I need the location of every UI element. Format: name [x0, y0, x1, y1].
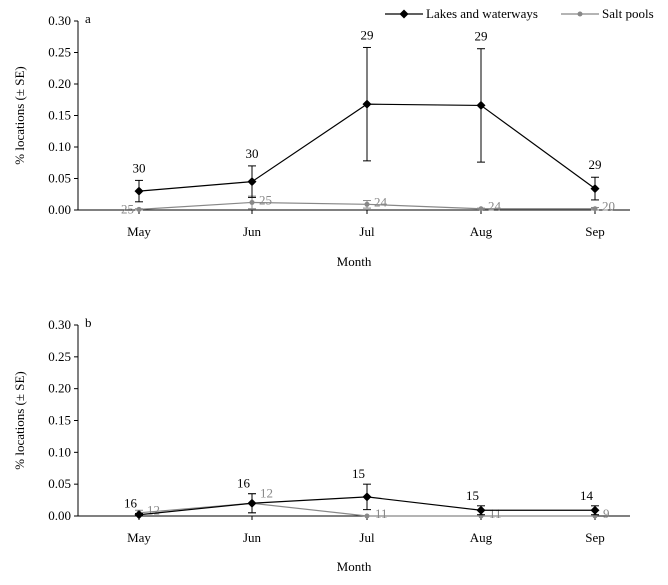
data-point — [134, 186, 144, 196]
chart-legend: Lakes and waterways Salt pools — [385, 6, 654, 21]
y-tick-label: 0.25 — [48, 45, 71, 60]
sample-size-label: 24 — [488, 199, 502, 214]
x-tick-label: Jun — [243, 530, 262, 545]
sample-size-label: 11 — [375, 506, 388, 521]
chart-panel-a: 0.00 0.05 0.10 0.15 0.20 0.25 0.30 May Jun Jul Aug… — [12, 11, 630, 269]
sample-size-label: 16 — [237, 476, 251, 491]
sample-size-label: 29 — [589, 157, 602, 172]
data-point — [247, 177, 257, 187]
sample-size-label: 9 — [603, 506, 610, 521]
y-tick-label: 0.05 — [48, 476, 71, 491]
y-tick-label: 0.00 — [48, 202, 71, 217]
y-tick-label: 0.25 — [48, 349, 71, 364]
panel-label: b — [85, 315, 92, 330]
y-axis-title: % locations (± SE) — [12, 371, 27, 469]
x-axis-title: Month — [337, 254, 372, 269]
legend-marker — [399, 9, 409, 19]
data-point — [134, 510, 144, 520]
data-point — [136, 206, 142, 212]
sample-size-label: 15 — [466, 488, 479, 503]
y-tick-label: 0.30 — [48, 13, 71, 28]
x-tick-label: Jun — [243, 224, 262, 239]
y-tick-label: 0.05 — [48, 171, 71, 186]
x-tick-label: Sep — [585, 530, 605, 545]
sample-size-label: 29 — [475, 29, 488, 44]
sample-size-label: 25 — [121, 201, 134, 216]
data-point — [590, 184, 600, 194]
data-point — [247, 498, 257, 508]
x-axis-title: Month — [337, 559, 372, 574]
sample-size-label: 16 — [124, 495, 138, 510]
sample-size-label: 30 — [246, 146, 259, 161]
data-point — [362, 492, 372, 502]
data-point — [249, 199, 255, 205]
sample-size-label: 30 — [133, 160, 146, 175]
x-tick-label: Aug — [470, 530, 493, 545]
y-tick-label: 0.00 — [48, 508, 71, 523]
y-tick-label: 0.10 — [48, 444, 71, 459]
y-tick-label: 0.15 — [48, 413, 71, 428]
sample-size-label: 12 — [260, 486, 273, 501]
x-tick-label: Jul — [359, 224, 375, 239]
data-point — [364, 513, 370, 519]
data-point — [362, 99, 372, 109]
sample-size-label: 25 — [259, 192, 272, 207]
data-point — [476, 100, 486, 110]
legend-label: Lakes and waterways — [426, 6, 538, 21]
sample-size-label: 15 — [352, 466, 365, 481]
sample-size-label: 29 — [361, 27, 374, 42]
y-tick-label: 0.20 — [48, 381, 71, 396]
legend-label: Salt pools — [602, 6, 654, 21]
data-point — [364, 201, 370, 207]
sample-size-label: 20 — [602, 199, 615, 214]
x-tick-label: Aug — [470, 224, 493, 239]
y-axis-title: % locations (± SE) — [12, 66, 27, 164]
y-tick-label: 0.30 — [48, 317, 71, 332]
x-tick-label: May — [127, 224, 151, 239]
data-point — [478, 206, 484, 212]
y-tick-label: 0.20 — [48, 76, 71, 91]
sample-size-label: 14 — [580, 488, 594, 503]
x-tick-label: Sep — [585, 224, 605, 239]
x-tick-label: Jul — [359, 530, 375, 545]
legend-marker — [577, 11, 583, 17]
y-tick-label: 0.15 — [48, 108, 71, 123]
data-point — [476, 505, 486, 515]
x-tick-label: May — [127, 530, 151, 545]
sample-size-label: 24 — [374, 194, 388, 209]
sample-size-label: 11 — [489, 506, 502, 521]
sample-size-label: 12 — [147, 502, 160, 517]
panel-label: a — [85, 11, 91, 26]
data-point — [590, 505, 600, 515]
chart-panel-b: 0.00 0.05 0.10 0.15 0.20 0.25 0.30 May Jun Jul Aug… — [12, 315, 630, 574]
y-tick-label: 0.10 — [48, 139, 71, 154]
data-point — [592, 206, 598, 212]
